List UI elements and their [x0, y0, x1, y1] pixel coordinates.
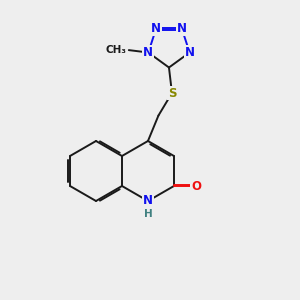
Text: N: N — [143, 46, 153, 59]
Text: N: N — [143, 194, 153, 208]
Text: N: N — [184, 46, 195, 59]
Text: CH₃: CH₃ — [105, 45, 126, 55]
Text: N: N — [177, 22, 187, 35]
Text: S: S — [168, 86, 176, 100]
Text: H: H — [144, 208, 152, 219]
Text: N: N — [151, 22, 161, 35]
Text: O: O — [191, 179, 201, 193]
